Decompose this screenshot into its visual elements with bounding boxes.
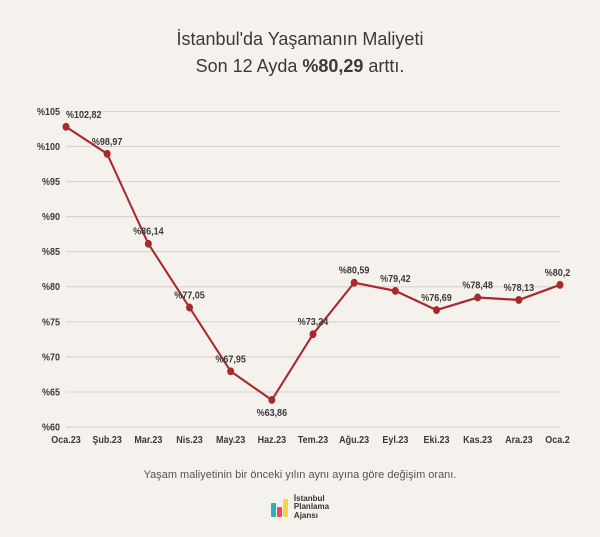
svg-text:Nis.23: Nis.23 — [176, 434, 203, 446]
svg-text:%60: %60 — [42, 422, 60, 434]
line-chart: %60 %65 %70 %75 %80 %85 %90 %95 %100 %105 Oca.23 Şu… — [30, 98, 570, 459]
title-block: İstanbul'da Yaşamanın Maliyeti Son 12 Ay… — [30, 26, 570, 80]
svg-text:%80: %80 — [42, 282, 60, 294]
svg-text:%90: %90 — [42, 212, 60, 224]
svg-text:%73,24: %73,24 — [298, 317, 329, 329]
svg-text:Oca.24: Oca.24 — [545, 434, 570, 446]
svg-text:Tem.23: Tem.23 — [298, 434, 328, 446]
svg-text:%102,82: %102,82 — [66, 109, 101, 121]
svg-text:Eki.23: Eki.23 — [423, 434, 449, 446]
svg-text:%105: %105 — [37, 106, 61, 118]
svg-text:Haz.23: Haz.23 — [258, 434, 286, 446]
svg-text:%86,14: %86,14 — [133, 226, 164, 238]
svg-text:%78,48: %78,48 — [462, 280, 493, 292]
svg-text:%76,69: %76,69 — [421, 293, 452, 305]
svg-text:%80,29: %80,29 — [545, 267, 570, 279]
svg-text:Eyl.23: Eyl.23 — [382, 434, 408, 446]
svg-text:Kas.23: Kas.23 — [463, 434, 492, 446]
title-bold: %80,29 — [302, 56, 363, 76]
chart-area: %60 %65 %70 %75 %80 %85 %90 %95 %100 %105 Oca.23 Şu… — [30, 98, 570, 459]
title-line-1: İstanbul'da Yaşamanın Maliyeti — [30, 26, 570, 53]
logo-text: İstanbulPlanlamaAjansı — [294, 495, 329, 521]
svg-text:%100: %100 — [37, 142, 60, 154]
svg-text:%70: %70 — [42, 352, 60, 364]
svg-text:%65: %65 — [42, 387, 61, 399]
svg-text:Ağu.23: Ağu.23 — [339, 434, 369, 446]
svg-text:Oca.23: Oca.23 — [51, 434, 80, 446]
svg-text:%67,95: %67,95 — [215, 354, 246, 366]
svg-text:May.23: May.23 — [216, 434, 245, 446]
svg-text:%75: %75 — [42, 317, 61, 329]
title-pre: Son 12 Ayda — [196, 56, 303, 76]
chart-caption: Yaşam maliyetinin bir önceki yılın aynı … — [30, 469, 570, 481]
svg-text:%78,13: %78,13 — [504, 282, 535, 294]
chart-card: İstanbul'da Yaşamanın Maliyeti Son 12 Ay… — [0, 0, 600, 537]
svg-text:%95: %95 — [42, 177, 61, 189]
svg-text:%80,59: %80,59 — [339, 265, 370, 277]
svg-text:Mar.23: Mar.23 — [134, 434, 162, 446]
svg-text:%98,97: %98,97 — [92, 136, 123, 148]
logo-mark — [271, 499, 288, 517]
title-line-2: Son 12 Ayda %80,29 arttı. — [30, 53, 570, 80]
title-post: arttı. — [363, 56, 404, 76]
svg-text:%63,86: %63,86 — [257, 407, 288, 419]
svg-text:Ara.23: Ara.23 — [505, 434, 532, 446]
svg-text:%79,42: %79,42 — [380, 273, 411, 285]
svg-text:Şub.23: Şub.23 — [92, 434, 121, 446]
logo: İstanbulPlanlamaAjansı — [30, 495, 570, 521]
svg-text:%85: %85 — [42, 247, 61, 259]
svg-text:%77,05: %77,05 — [174, 290, 205, 302]
